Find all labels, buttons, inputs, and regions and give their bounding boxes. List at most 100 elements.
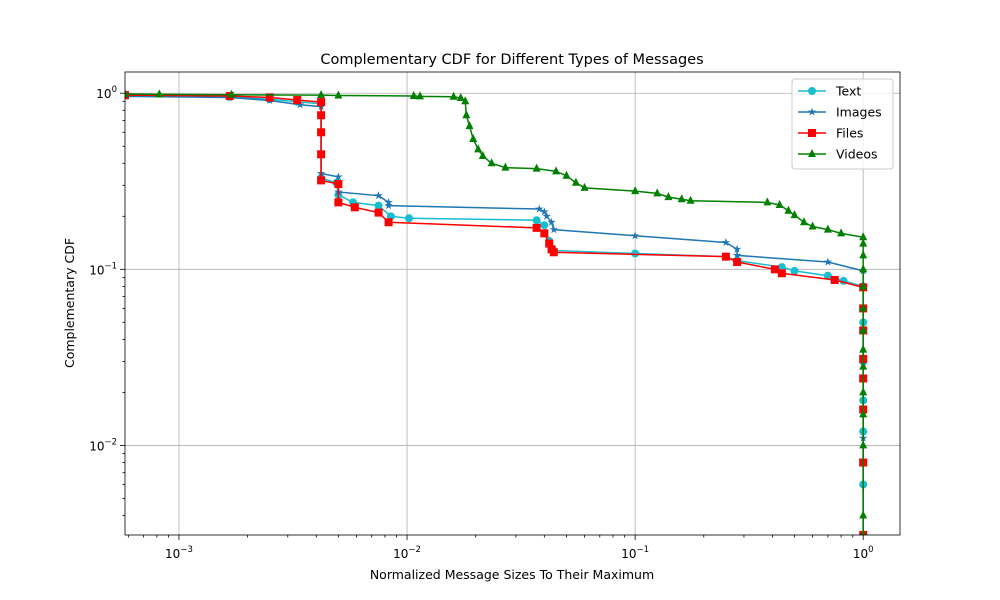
data-point-videos [790,210,799,219]
data-point-files [374,208,383,217]
chart-title: Complementary CDF for Different Types of… [320,52,703,68]
data-point-videos [580,182,589,191]
data-point-files [317,150,326,159]
data-point-videos [859,250,868,259]
data-point-videos [808,221,817,230]
data-point-videos [552,166,561,175]
legend-marker-files [808,129,816,137]
data-point-videos [461,96,470,105]
data-point-videos [469,133,478,142]
y-axis-label: Complementary CDF [62,238,77,368]
data-point-videos [317,90,326,99]
series-files [125,91,868,535]
data-point-text [823,271,832,280]
legend-marker-text [808,87,816,95]
x-axis-label: Normalized Message Sizes To Their Maximu… [370,567,654,582]
data-point-videos [859,264,868,273]
data-point-videos [859,440,868,449]
data-point-images [374,191,383,200]
data-point-files [384,218,393,227]
data-point-videos [763,197,772,206]
data-point-videos [125,89,129,98]
data-point-videos [859,325,868,334]
legend-marker-videos [808,149,816,157]
data-point-videos [465,121,474,130]
series-text [125,91,868,535]
data-point-videos [462,110,471,119]
data-point-files [265,93,274,102]
series-videos [125,89,868,535]
x-tick-label: 100 [853,545,874,561]
legend-box [791,78,894,170]
data-point-files [545,239,554,248]
series-line-videos [125,93,864,535]
data-point-videos [859,387,868,396]
data-point-files [733,258,742,267]
data-point-videos [334,90,343,99]
data-point-files [532,223,541,232]
data-point-videos [155,89,164,98]
series-line-files [125,94,864,535]
data-point-videos [784,205,793,214]
y-tick-label: 10−1 [89,261,117,277]
data-point-videos [677,194,686,203]
series-images [125,91,868,535]
legend-label-images: Images [836,105,882,120]
data-point-videos [571,177,580,186]
data-point-files [334,180,343,189]
data-point-images [630,231,640,240]
legend-item-videos: Videos [798,147,878,162]
data-point-text [777,263,786,272]
data-point-files [770,265,779,274]
data-point-images [542,211,552,220]
data-point-videos [501,162,510,171]
x-tick-label: 10−2 [393,545,421,561]
data-point-text [374,201,383,210]
data-point-files [549,248,558,257]
axis-ticks: 10−3 10−2 10−1 100 10−2 10−1 100 [89,85,873,561]
data-point-files [830,275,839,284]
data-point-videos [532,163,541,172]
grid-lines [125,72,900,535]
plot-area [125,89,868,535]
data-point-text [631,249,640,258]
data-point-images [549,225,559,234]
data-point-files [317,176,326,185]
data-point-images [334,172,343,181]
data-point-videos [474,144,483,153]
legend-item-images: Images [798,105,882,120]
data-point-images [534,204,544,213]
data-point-videos [664,192,673,201]
data-point-images [721,238,731,247]
data-point-text [404,214,413,223]
y-tick-label: 100 [96,85,117,101]
data-point-videos [562,170,571,179]
data-point-videos [631,186,640,195]
data-point-images [384,201,393,210]
data-point-images [732,244,742,253]
legend-marker-images [807,107,817,116]
data-point-videos [859,232,868,241]
data-point-videos [478,151,487,160]
data-point-videos [859,361,868,370]
data-point-text [540,221,549,230]
data-point-videos [859,303,868,312]
data-point-files [317,111,326,120]
data-point-videos [449,91,458,100]
data-point-videos [837,228,846,237]
data-point-files [721,252,730,261]
data-point-videos [860,530,866,535]
data-point-files [317,98,326,107]
data-point-videos [227,89,236,98]
data-point-videos [456,92,465,101]
data-point-images [540,207,549,216]
data-point-videos [859,238,868,247]
data-point-files [293,96,302,105]
data-point-videos [686,195,695,204]
legend-item-files: Files [798,126,863,141]
data-point-videos [775,199,784,208]
legend-label-files: Files [836,126,863,141]
data-point-images [823,257,833,266]
y-tick-label: 10−2 [89,437,117,453]
